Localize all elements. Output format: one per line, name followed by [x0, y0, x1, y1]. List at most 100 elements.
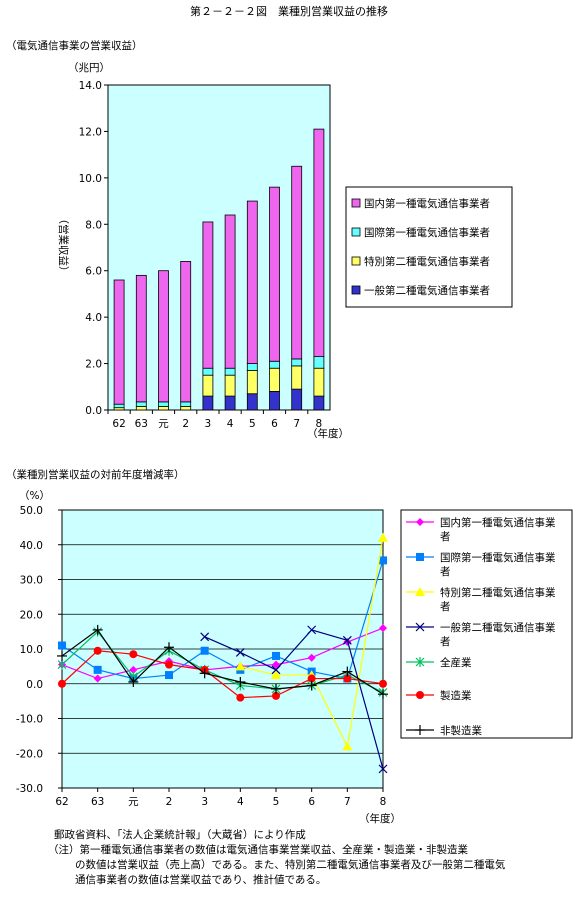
line-legend-label: 製造業: [440, 689, 472, 702]
line-point-5: [343, 674, 352, 683]
line-point-6: [342, 666, 353, 677]
legend-marker-5: [416, 691, 424, 699]
line-series-3: [204, 629, 384, 770]
line-point-5: [236, 693, 245, 702]
bar-x-tick-label: 5: [249, 418, 256, 430]
line-x-tick-label: 3: [201, 796, 208, 808]
line-series-6: [61, 629, 384, 695]
bar-segment-0: [269, 391, 280, 411]
line-y-tick-label: 10.0: [20, 644, 43, 656]
line-series-1: [61, 560, 384, 680]
bar-segment-0: [246, 393, 258, 411]
line-point-0: [129, 665, 138, 674]
legend-marker-3: [415, 622, 425, 632]
bar-segment-2: [113, 403, 125, 409]
bar-legend: [345, 186, 513, 308]
bar-legend-label: 国内第一種電気通信事業者: [364, 197, 490, 210]
line-point-2: [342, 741, 353, 751]
line-legend-label: 国内第一種電気通信事業者: [440, 516, 556, 543]
bar-segment-3: [158, 270, 169, 403]
bar-x-tick-label: 63: [135, 418, 148, 430]
line-x-tick-label: 63: [91, 796, 104, 808]
bar-segment-1: [135, 406, 147, 411]
bar-segment-1: [291, 365, 303, 390]
legend-marker-1: [416, 553, 424, 561]
bar-x-tick-label: 3: [205, 418, 212, 430]
bar-segment-1: [202, 374, 214, 397]
bar-segment-3: [313, 128, 325, 358]
line-point-3: [200, 632, 210, 642]
legend-swatch-2: [351, 227, 361, 237]
line-point-2: [235, 661, 246, 671]
notes: 郵政省資料、「法人企業統計報」（大蔵省）により作成 （注）第一種電気通信事業者の…: [48, 828, 576, 888]
line-point-1: [379, 556, 387, 565]
line-point-5: [307, 674, 316, 683]
bar-x-tick-label: 6: [271, 418, 278, 430]
bar-chart-subtitle: （電気通信事業の営業収益）: [6, 39, 143, 52]
bar-segment-1: [269, 367, 280, 392]
note-line-2: の数値は営業収益（売上高）である。また、特別第二種電気通信事業者及び一般第二種電…: [75, 859, 506, 871]
bar-x-tick-label: 元: [158, 418, 169, 430]
bar-x-tick-label: 7: [293, 418, 300, 430]
line-point-0: [379, 624, 387, 633]
line-point-6: [235, 677, 246, 688]
bar-chart-y-unit: （兆円）: [68, 62, 110, 74]
bar-y-tick-label: 4.0: [85, 312, 102, 324]
line-legend-label: 非製造業: [440, 724, 482, 737]
bar-segment-1: [224, 374, 236, 397]
line-x-tick-label: 62: [55, 796, 68, 808]
bar-segment-3: [246, 200, 258, 364]
bar-legend-label: 国際第一種電気通信事業者: [364, 226, 490, 239]
line-point-6: [57, 650, 67, 661]
line-legend-label: 一般第二種電気通信事業者: [440, 621, 556, 648]
line-legend-label: 全産業: [440, 656, 472, 669]
line-point-5: [379, 679, 387, 688]
bar-segment-1: [313, 367, 325, 397]
line-point-1: [272, 651, 280, 660]
bar-chart-x-unit: （年度）: [307, 427, 349, 440]
legend-swatch-0: [351, 285, 361, 295]
bar-segment-3: [269, 186, 280, 362]
line-y-tick-label: -30.0: [16, 783, 43, 795]
line-point-6: [378, 689, 388, 700]
bar-segment-2: [158, 401, 169, 407]
line-y-tick-label: -20.0: [16, 748, 43, 760]
bar-segment-2: [224, 367, 236, 376]
bar-y-tick-label: 14.0: [79, 80, 102, 92]
line-point-6: [271, 683, 281, 694]
line-point-2: [271, 670, 281, 680]
line-point-3: [271, 665, 281, 675]
line-point-5: [165, 660, 173, 669]
line-point-5: [129, 650, 138, 659]
bar-y-tick-label: 0.0: [85, 405, 102, 417]
bar-segment-2: [246, 363, 258, 371]
legend-swatch-3: [351, 198, 361, 208]
line-y-tick-label: -10.0: [16, 714, 43, 726]
bar-legend-label: 一般第二種電気通信事業者: [364, 284, 490, 297]
line-x-tick-label: 8: [380, 796, 387, 808]
legend-marker-4: [415, 657, 425, 667]
bar-x-tick-label: 4: [227, 418, 234, 430]
line-point-3: [307, 625, 317, 635]
line-point-5: [58, 679, 66, 688]
line-point-1: [58, 641, 66, 650]
bar-segment-0: [224, 395, 236, 411]
line-y-tick-label: 30.0: [20, 575, 43, 587]
legend-marker-6: [415, 725, 425, 735]
line-chart-subtitle: （業種別営業収益の対前年度増減率）: [6, 468, 185, 481]
legend-marker-2: [415, 587, 425, 596]
line-point-2: [378, 532, 388, 542]
bar-segment-3: [202, 221, 214, 369]
line-point-6: [92, 624, 103, 635]
line-point-5: [272, 691, 280, 700]
note-line-3: 通信事業者の数値は営業収益であり、推計値である。: [75, 874, 327, 886]
line-point-4: [57, 659, 67, 670]
bar-segment-1: [158, 406, 169, 411]
line-point-3: [378, 764, 388, 774]
bar-segment-2: [291, 358, 303, 367]
line-point-6: [306, 680, 317, 691]
line-x-tick-label: 4: [237, 796, 244, 808]
bar-segment-0: [291, 388, 303, 411]
source-note: 郵政省資料、「法人企業統計報」（大蔵省）により作成: [54, 829, 306, 841]
bar-segment-0: [313, 395, 325, 411]
